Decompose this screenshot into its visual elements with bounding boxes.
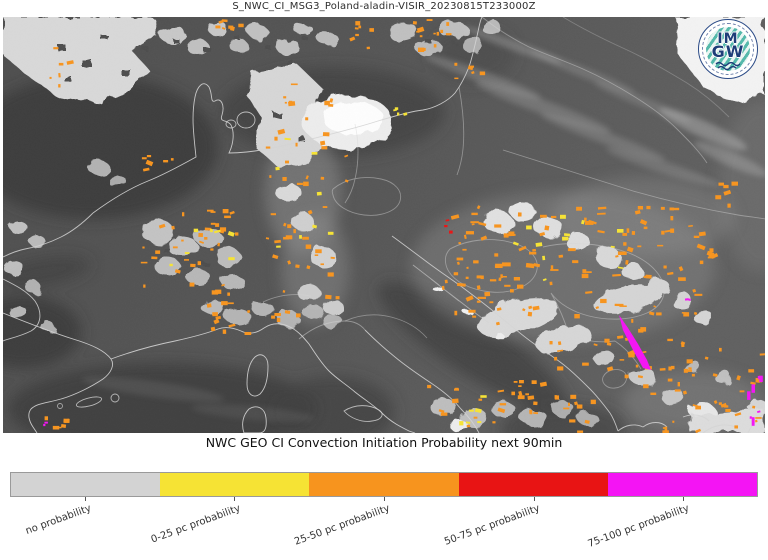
- legend-label: 0-25 pc probability: [149, 503, 243, 546]
- logo-waves-icon: [715, 62, 741, 71]
- legend-label: no probability: [23, 503, 93, 537]
- legend-label: 75-100 pc probability: [586, 503, 691, 550]
- logo-text-gw: GW: [711, 42, 745, 61]
- map-caption: NWC GEO CI Convection Initiation Probabi…: [205, 435, 563, 450]
- legend-tick: [533, 497, 535, 501]
- legend-segment: [458, 473, 608, 496]
- product-title: S_NWC_CI_MSG3_Poland-aladin-VISIR_202308…: [232, 1, 536, 12]
- legend-segment: [11, 473, 161, 496]
- country-borders: [3, 17, 765, 433]
- legend-label: 50-75 pc probability: [443, 503, 542, 548]
- magenta-streak: [619, 315, 651, 370]
- satellite-map-image: [3, 17, 765, 433]
- legend-tick: [384, 497, 385, 501]
- legend-bar: [10, 472, 758, 497]
- legend-segment: [160, 473, 310, 496]
- cirrus-streaks: [81, 26, 765, 422]
- logo-text-im: IM: [717, 31, 739, 47]
- probability-patches: [43, 19, 765, 433]
- legend-label: 25-50 pc probability: [293, 503, 392, 548]
- legend-tick: [234, 497, 236, 501]
- legend-segment: [607, 473, 758, 496]
- legend-tick: [84, 497, 86, 501]
- imgw-logo: IM GW: [698, 19, 758, 79]
- legend-tick: [683, 497, 685, 501]
- legend-segment: [309, 473, 459, 496]
